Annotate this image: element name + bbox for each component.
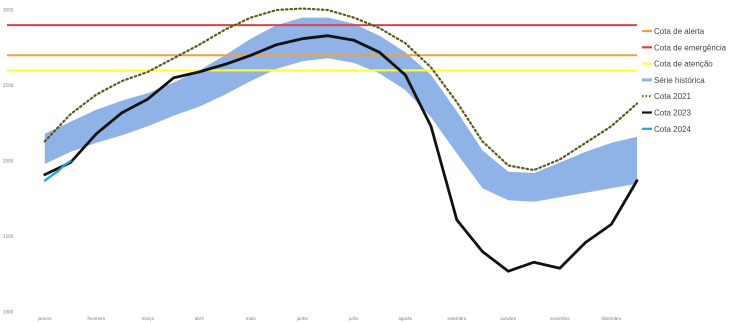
y-tick-label: 1500: [3, 234, 14, 239]
y-tick-label: 1000: [3, 310, 14, 315]
x-tick-label: abril: [195, 316, 204, 321]
y-tick-label: 2000: [3, 159, 14, 164]
x-tick-label: março: [141, 316, 154, 321]
x-tick-label: dezembro: [601, 316, 622, 321]
x-tick-label: julho: [348, 316, 359, 321]
legend-label-cota-2023: Cota 2023: [654, 109, 691, 118]
x-tick-label: fevereiro: [87, 316, 105, 321]
x-tick-label: novembro: [550, 316, 571, 321]
legend-label-serie-historica: Série histórica: [654, 76, 705, 85]
historical-band-layer: [44, 17, 638, 202]
x-tick-labels: janeiro fevereiro março abril maio junho julho…: [37, 316, 622, 321]
series-line-cota-2024: [43, 159, 72, 182]
x-tick-label: outubro: [500, 316, 516, 321]
x-tick-label: agosto: [398, 316, 412, 321]
x-tick-label: maio: [246, 316, 256, 321]
y-tick-label: 3000: [3, 8, 14, 13]
series-layer: [43, 7, 639, 273]
x-tick-label: junho: [296, 316, 309, 321]
reference-lines-layer: [7, 24, 637, 72]
series-line-cota-2023: [43, 34, 639, 273]
legend-label-cota-2021: Cota 2021: [654, 92, 691, 101]
x-tick-label: setembro: [447, 316, 467, 321]
legend-label-cota-2024: Cota 2024: [654, 125, 691, 134]
y-tick-label: 2500: [3, 83, 14, 88]
historical-band: [44, 17, 638, 202]
legend-label-cota-de-emergencia: Cota de emergência: [654, 43, 727, 52]
y-tick-labels: 1000 1500 2000 2500 3000: [3, 8, 14, 315]
legend-label-cota-de-atencao: Cota de atenção: [654, 60, 713, 69]
legend: Cota de alerta Cota de emergência Cota de …: [642, 27, 727, 134]
series-line-cota-2021: [43, 7, 639, 172]
x-tick-label: janeiro: [37, 316, 52, 321]
legend-label-cota-de-alerta: Cota de alerta: [654, 27, 705, 36]
